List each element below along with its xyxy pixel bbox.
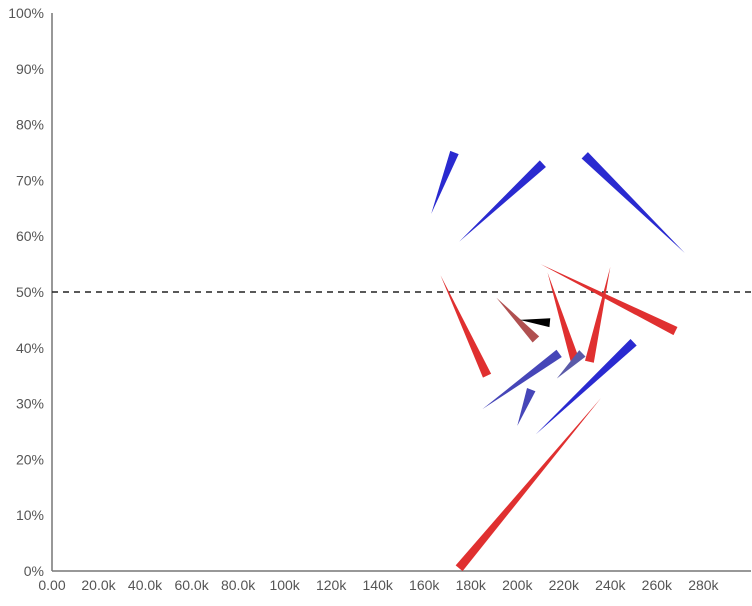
wedge-mark-8 — [455, 398, 602, 572]
y-tick-label: 0% — [24, 563, 44, 579]
x-tick-label: 160k — [409, 577, 440, 593]
wedge-mark-10 — [519, 318, 551, 328]
x-tick-label: 20.0k — [81, 577, 116, 593]
wedge-mark-2 — [459, 160, 546, 242]
wedge-mark-6 — [547, 272, 580, 364]
y-tick-label: 80% — [16, 117, 44, 133]
x-tick-label: 140k — [363, 577, 394, 593]
x-tick-label: 220k — [549, 577, 580, 593]
x-tick-label: 120k — [316, 577, 347, 593]
y-tick-label: 100% — [8, 5, 44, 21]
y-tick-label: 40% — [16, 340, 44, 356]
y-tick-label: 60% — [16, 228, 44, 244]
wedge-mark-13 — [517, 388, 536, 426]
wedge-mark-12 — [556, 350, 586, 379]
x-tick-label: 100k — [269, 577, 300, 593]
x-tick-label: 280k — [688, 577, 719, 593]
data-marks — [431, 150, 685, 572]
x-tick-label: 180k — [456, 577, 487, 593]
y-tick-label: 90% — [16, 61, 44, 77]
x-tick-label: 40.0k — [128, 577, 163, 593]
wedge-mark-7 — [585, 266, 611, 363]
x-tick-label: 80.0k — [221, 577, 256, 593]
x-tick-label: 60.0k — [174, 577, 209, 593]
wedge-mark-9 — [496, 297, 540, 343]
y-tick-label: 30% — [16, 396, 44, 412]
x-tick-label: 260k — [642, 577, 673, 593]
wedge-mark-5 — [540, 264, 678, 336]
tick-labels: 0% 10% 20% 30% 40% 50% 60% 70% 80% 90% 100% 0.00 20.… — [8, 5, 719, 593]
wedge-mark-11 — [482, 349, 562, 410]
y-tick-label: 50% — [16, 284, 44, 300]
wedge-mark-3 — [581, 152, 685, 253]
x-tick-label: 0.00 — [38, 577, 65, 593]
y-tick-label: 70% — [16, 172, 44, 188]
y-tick-label: 20% — [16, 451, 44, 467]
y-tick-label: 10% — [16, 507, 44, 523]
x-tick-label: 240k — [595, 577, 626, 593]
wedge-mark-4 — [440, 275, 492, 378]
wedge-mark-1 — [431, 150, 459, 214]
wedge-mark-14 — [535, 338, 637, 435]
x-tick-label: 200k — [502, 577, 533, 593]
